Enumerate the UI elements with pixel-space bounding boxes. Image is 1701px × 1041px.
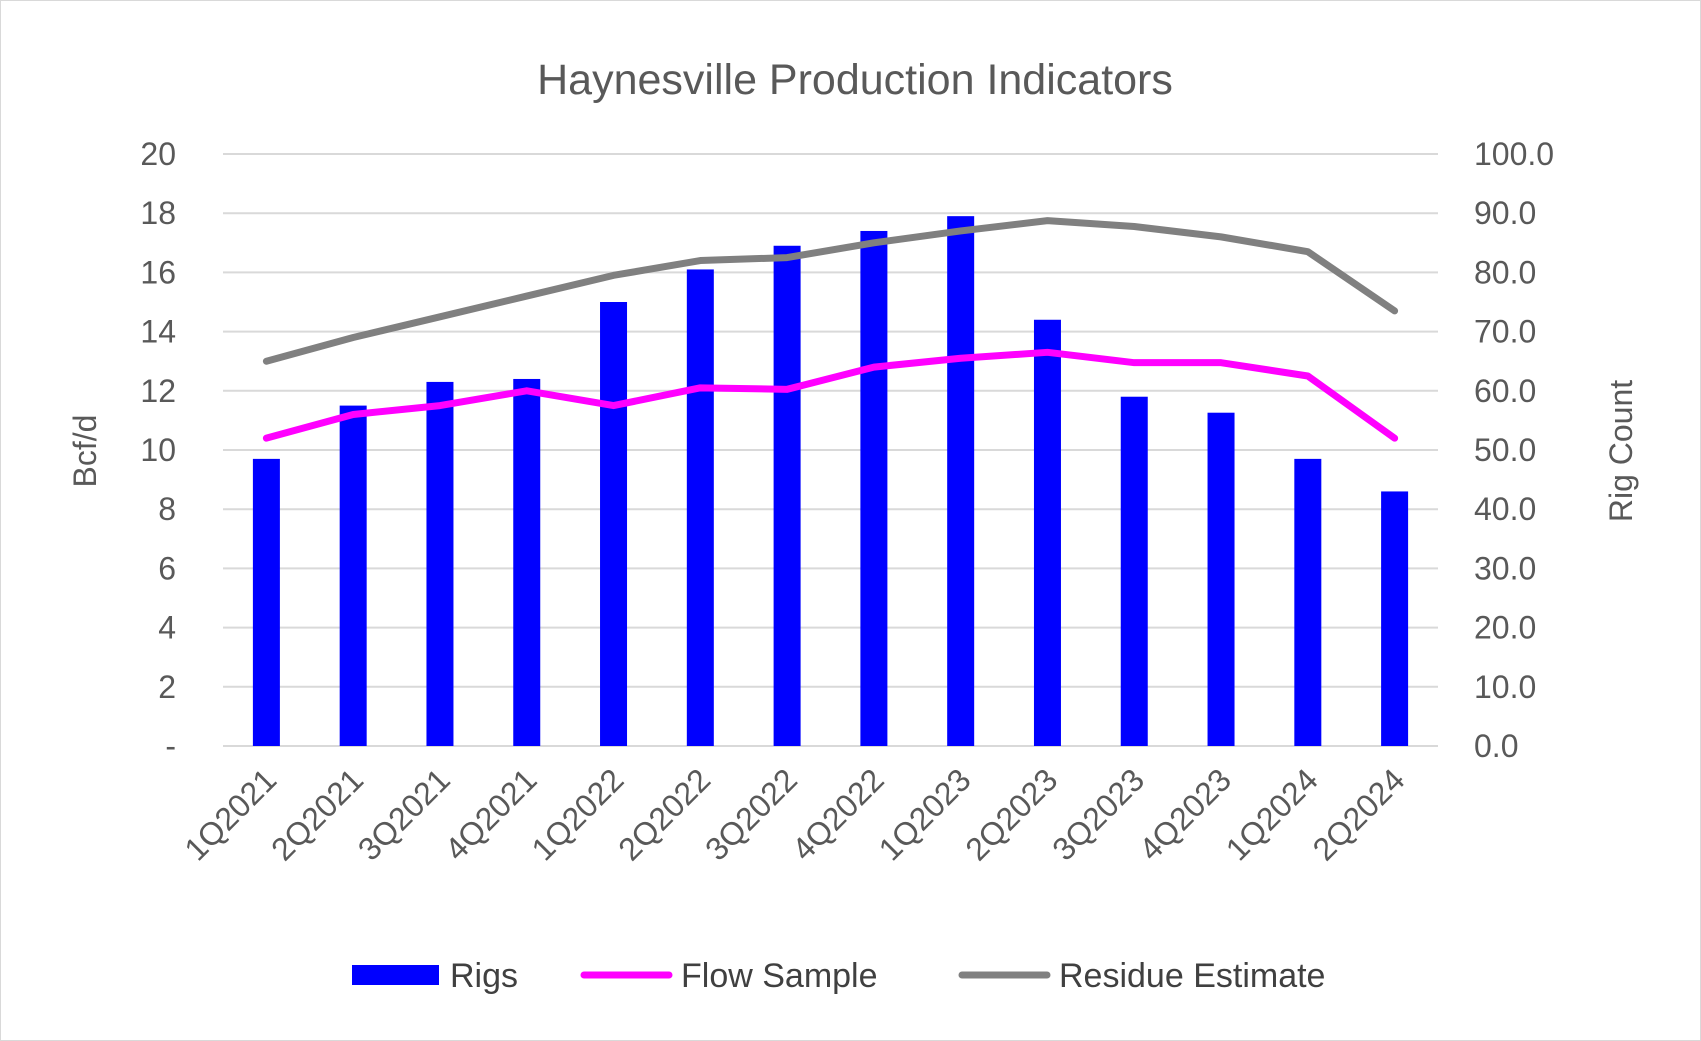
y-tick-label: 12 [140,373,176,409]
bar-1Q2022 [600,302,628,746]
bar-2Q2021 [339,405,367,746]
x-tick-label: 2Q2022 [611,761,717,867]
gridlines [223,153,1438,747]
y-tick-label: 2 [158,669,176,705]
bar-2Q2022 [686,269,714,746]
y2-tick-label: 100.0 [1474,136,1554,172]
bar-2Q2024 [1381,491,1409,746]
legend: Rigs Flow Sample Residue Estimate [352,957,1325,995]
bars-group [252,216,1409,746]
y2-axis-title: Rig Count [1603,380,1639,522]
bar-3Q2022 [773,245,801,746]
bar-3Q2021 [426,381,454,746]
x-tick-label: 3Q2023 [1045,761,1151,867]
y2-tick-label: 60.0 [1474,373,1536,409]
line-flow-sample [262,348,1399,442]
lines-group [262,217,1399,442]
legend-label-rigs: Rigs [450,957,518,995]
x-tick-label: 1Q2023 [872,761,978,867]
x-tick-label: 1Q2021 [177,761,283,867]
right-axis-ticks: 0.0 10.0 20.0 30.0 40.0 50.0 60.0 70.0 80.0 90.0 1… [1474,136,1554,764]
x-tick-label: 3Q2021 [351,761,457,867]
x-tick-label: 4Q2023 [1132,761,1238,867]
y-tick-label: - [165,728,176,764]
left-axis-ticks: - 2 4 6 8 10 12 14 16 18 20 [140,136,176,764]
y2-tick-label: 70.0 [1474,314,1536,350]
x-axis-ticks: 1Q20212Q20213Q20214Q20211Q20222Q20223Q20… [177,761,1411,867]
bar-3Q2023 [1120,396,1148,746]
bar-1Q2021 [252,458,280,746]
x-tick-label: 2Q2021 [264,761,370,867]
y-axis-title: Bcf/d [67,415,103,488]
x-tick-label: 1Q2022 [525,761,631,867]
chart-title: Haynesville Production Indicators [537,56,1173,104]
y-tick-label: 8 [158,491,176,527]
x-tick-label: 2Q2023 [958,761,1064,867]
legend-label-residue-estimate: Residue Estimate [1059,957,1325,995]
y2-tick-label: 40.0 [1474,491,1536,527]
y2-tick-label: 90.0 [1474,195,1536,231]
y2-tick-label: 80.0 [1474,254,1536,290]
bar-4Q2021 [513,378,541,746]
y-tick-label: 16 [140,254,176,290]
bar-4Q2022 [860,230,888,746]
y2-tick-label: 10.0 [1474,669,1536,705]
y-tick-label: 4 [158,610,176,646]
y2-tick-label: 50.0 [1474,432,1536,468]
y-tick-label: 18 [140,195,176,231]
y-tick-label: 6 [158,550,176,586]
bar-2Q2023 [1033,319,1061,746]
x-tick-label: 2Q2024 [1306,761,1412,867]
y2-tick-label: 20.0 [1474,610,1536,646]
line-residue-estimate [262,217,1399,365]
legend-label-flow-sample: Flow Sample [681,957,878,995]
bar-4Q2023 [1207,412,1235,746]
x-tick-label: 4Q2021 [438,761,544,867]
x-tick-label: 4Q2022 [785,761,891,867]
legend-swatch-rigs [352,965,439,985]
bar-1Q2023 [947,216,975,746]
y2-tick-label: 30.0 [1474,550,1536,586]
x-tick-label: 3Q2022 [698,761,804,867]
bar-1Q2024 [1294,458,1322,746]
y-tick-label: 14 [140,314,176,350]
y-tick-label: 20 [140,136,176,172]
y-tick-label: 10 [140,432,176,468]
y2-tick-label: 0.0 [1474,728,1518,764]
x-tick-label: 1Q2024 [1219,761,1325,867]
